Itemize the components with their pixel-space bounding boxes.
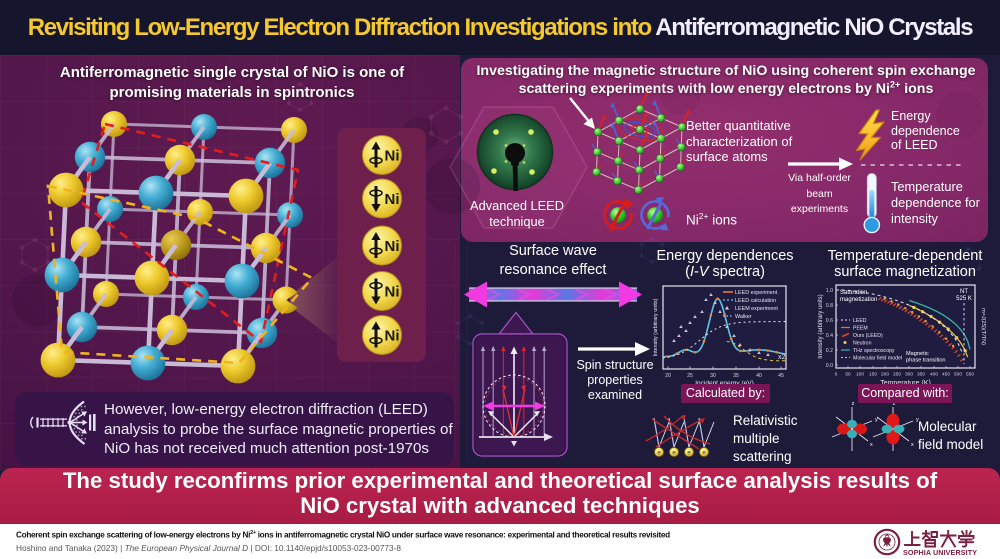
svg-text:x: x bbox=[870, 442, 873, 448]
svg-text:1.0: 1.0 bbox=[826, 288, 833, 294]
svg-text:Ni: Ni bbox=[385, 238, 400, 255]
svg-text:100: 100 bbox=[856, 372, 864, 378]
svg-text:400: 400 bbox=[930, 372, 938, 378]
svg-text:Ni: Ni bbox=[385, 191, 400, 208]
svg-text:Ni: Ni bbox=[385, 284, 400, 301]
svg-text:e: e bbox=[702, 451, 706, 457]
svg-text:50: 50 bbox=[845, 372, 851, 378]
svg-text:Molecular field model: Molecular field model bbox=[853, 356, 902, 362]
svg-text:500: 500 bbox=[954, 372, 962, 378]
svg-text:0.6: 0.6 bbox=[826, 318, 833, 324]
svg-text:Neutron: Neutron bbox=[853, 341, 872, 347]
svg-text:LEED experiment: LEED experiment bbox=[735, 290, 778, 296]
svg-text:525 K: 525 K bbox=[956, 296, 972, 302]
svg-text:35: 35 bbox=[733, 373, 739, 379]
svg-text:y: y bbox=[875, 417, 878, 423]
svg-text:350: 350 bbox=[917, 372, 925, 378]
svg-text:Incident energy (eV): Incident energy (eV) bbox=[695, 380, 754, 387]
svg-text:z: z bbox=[852, 401, 855, 407]
svg-text:LEEM experiment: LEEM experiment bbox=[735, 306, 778, 312]
svg-text:550: 550 bbox=[966, 372, 974, 378]
svg-text:y: y bbox=[916, 417, 919, 423]
svg-text:Saturation: Saturation bbox=[840, 290, 867, 296]
svg-text:0: 0 bbox=[835, 372, 838, 378]
svg-text:45: 45 bbox=[778, 373, 784, 379]
svg-text:Ours (LEED): Ours (LEED) bbox=[853, 333, 883, 339]
svg-text:0.4: 0.4 bbox=[826, 333, 833, 339]
svg-text:e: e bbox=[687, 451, 691, 457]
svg-text:e: e bbox=[672, 451, 676, 457]
svg-text:PEEM: PEEM bbox=[853, 326, 868, 332]
svg-text:450: 450 bbox=[942, 372, 950, 378]
svg-text:Intensity (arbitrary units): Intensity (arbitrary units) bbox=[653, 298, 659, 356]
svg-text:300: 300 bbox=[905, 372, 913, 378]
svg-text:250: 250 bbox=[893, 372, 901, 378]
svg-text:THz spectroscopy: THz spectroscopy bbox=[853, 348, 895, 354]
svg-text:x: x bbox=[911, 442, 914, 448]
svg-text:LEED: LEED bbox=[853, 318, 867, 324]
svg-text:LEED calculation: LEED calculation bbox=[735, 298, 776, 304]
svg-text:0.8: 0.8 bbox=[826, 303, 833, 309]
svg-text:x2: x2 bbox=[778, 354, 786, 361]
svg-text:NT: NT bbox=[960, 289, 968, 295]
svg-text:e: e bbox=[657, 451, 661, 457]
svg-text:0.0: 0.0 bbox=[826, 363, 833, 369]
svg-text:Magnetic: Magnetic bbox=[906, 351, 929, 357]
svg-text:200: 200 bbox=[881, 372, 889, 378]
svg-text:m=J(2S)(T/TN): m=J(2S)(T/TN) bbox=[980, 308, 986, 345]
svg-text:phase transition: phase transition bbox=[906, 358, 946, 364]
svg-text:Intensity (arbitrary units): Intensity (arbitrary units) bbox=[818, 294, 824, 358]
svg-text:Ni: Ni bbox=[385, 328, 400, 345]
svg-text:Temperature (K): Temperature (K) bbox=[880, 380, 931, 387]
svg-text:Walker: Walker bbox=[735, 314, 752, 320]
svg-text:0.2: 0.2 bbox=[826, 348, 833, 354]
svg-text:Ni: Ni bbox=[385, 148, 400, 165]
svg-text:25: 25 bbox=[687, 373, 693, 379]
svg-text:20: 20 bbox=[665, 373, 671, 379]
svg-text:40: 40 bbox=[756, 373, 762, 379]
svg-text:30: 30 bbox=[710, 373, 716, 379]
svg-text:magnetization: magnetization bbox=[840, 297, 877, 303]
svg-text:150: 150 bbox=[869, 372, 877, 378]
svg-text:z: z bbox=[893, 401, 896, 407]
